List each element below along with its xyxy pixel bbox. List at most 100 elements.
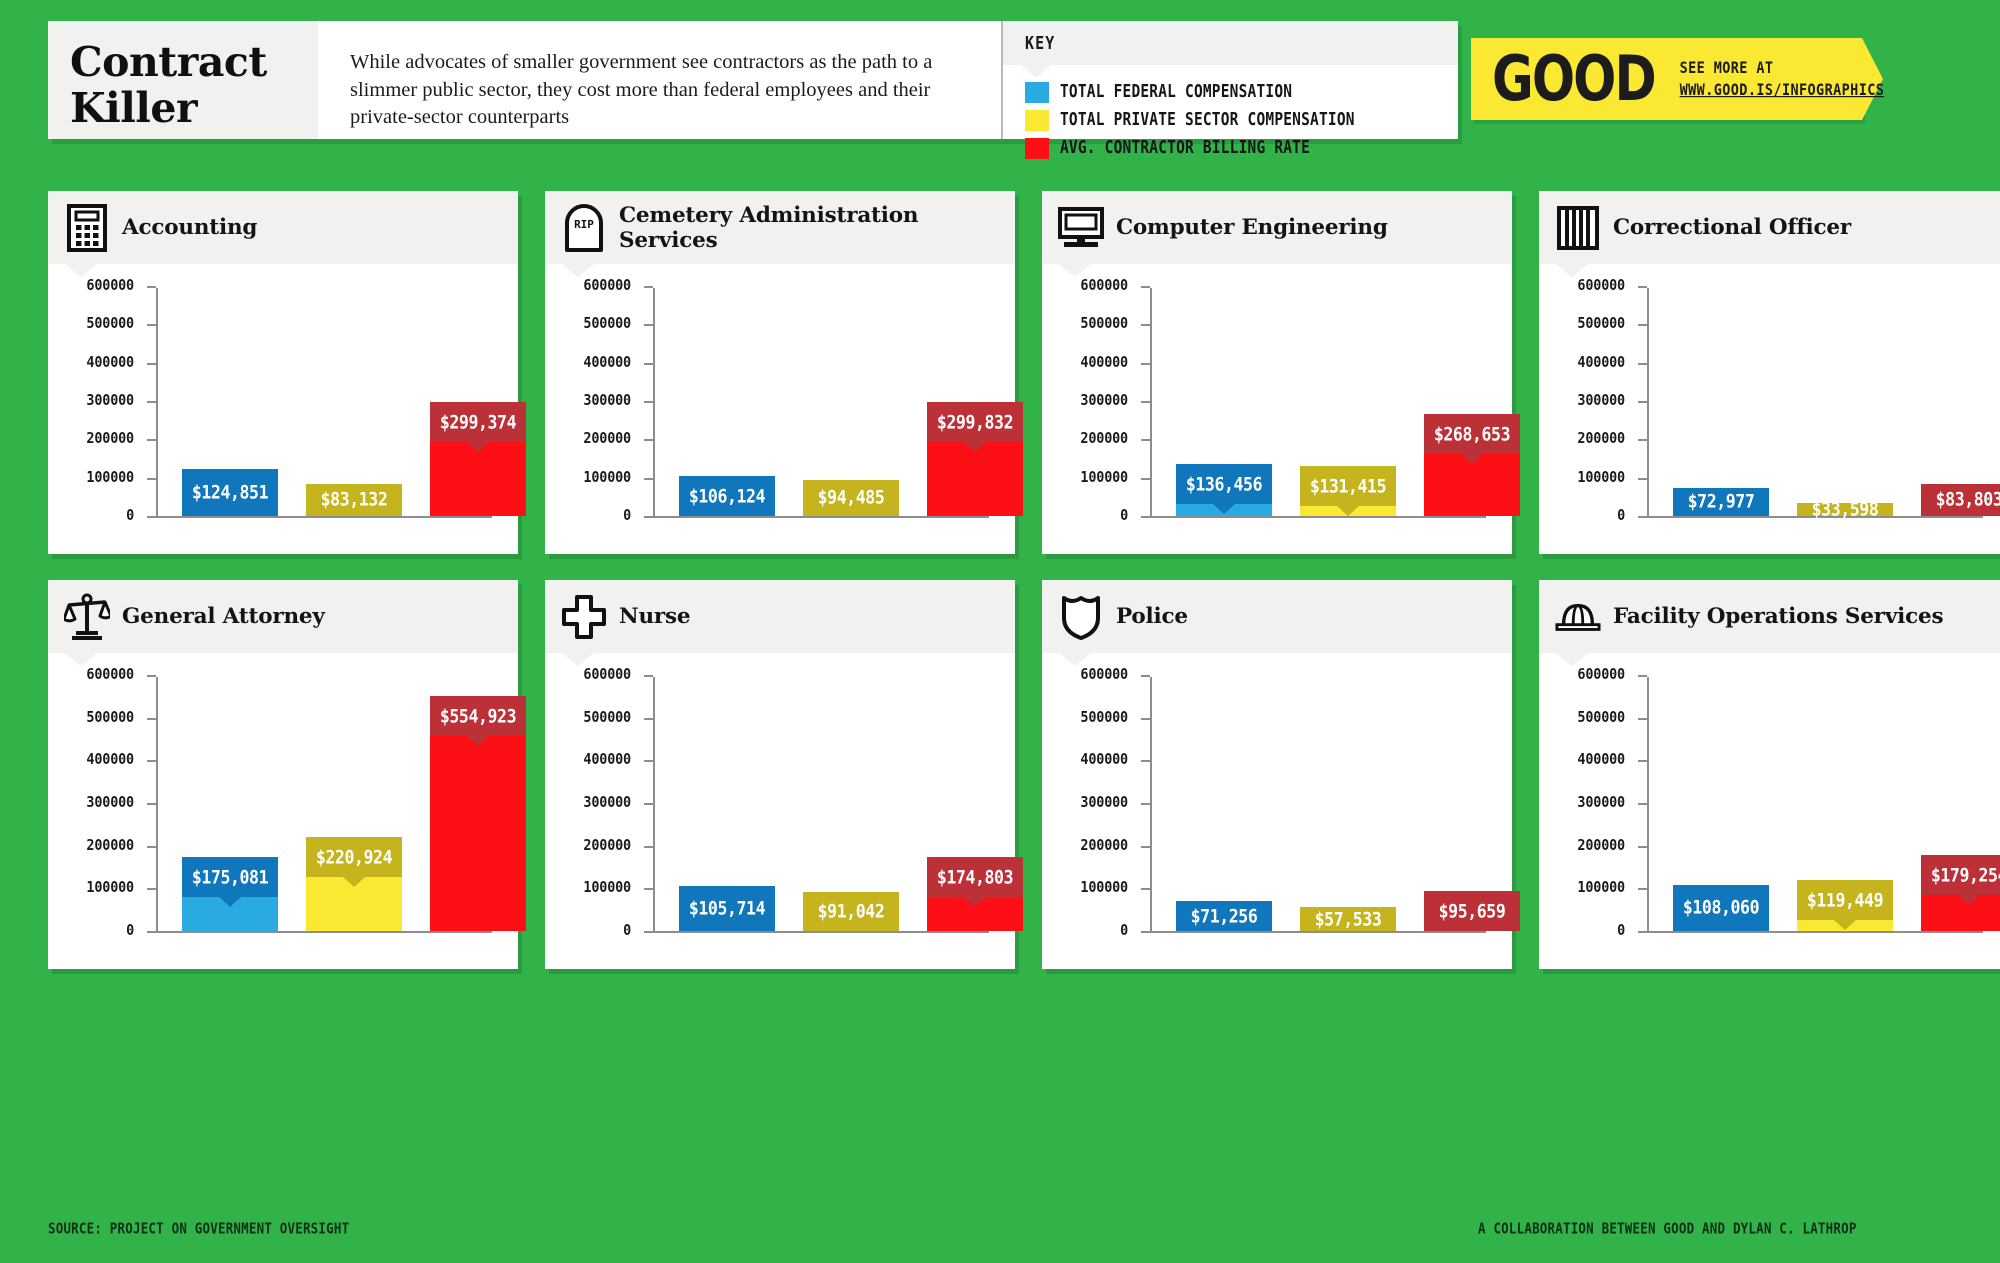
bar[interactable]: $91,042 xyxy=(803,892,899,931)
y-axis-tick-label: 100000 xyxy=(86,468,134,487)
y-axis-tick-label: 500000 xyxy=(1080,708,1128,727)
y-axis-tick-label: 200000 xyxy=(86,836,134,855)
y-axis-tick-label: 400000 xyxy=(1577,751,1625,769)
deck-block: While advocates of smaller government se… xyxy=(320,21,1003,139)
y-axis-tick: 100000 xyxy=(1577,468,1647,486)
y-axis-tick-label: 100000 xyxy=(1080,468,1128,487)
y-axis-tick-label: 400000 xyxy=(1577,353,1625,372)
y-axis-tick: 300000 xyxy=(583,392,653,410)
legend-item-contractor: AVG. CONTRACTOR BILLING RATE xyxy=(1025,134,1458,162)
bar-label-notch xyxy=(343,877,365,888)
computer-icon xyxy=(1058,204,1104,252)
legend-label-federal: TOTAL FEDERAL COMPENSATION xyxy=(1060,82,1293,102)
panel-title: Accounting xyxy=(122,215,258,240)
y-axis-tick-label: 0 xyxy=(1120,506,1128,525)
bar-slot: $108,060 xyxy=(1673,677,1769,931)
bar[interactable]: $299,374 xyxy=(430,402,526,516)
chart-panel: Police 0 100000 200000 300000 400000 500000 600… xyxy=(1042,580,1520,969)
bar[interactable]: $57,533 xyxy=(1300,906,1396,931)
y-axis-tick-label: 600000 xyxy=(1577,276,1625,295)
y-axis-tick: 100000 xyxy=(86,879,156,897)
y-axis-tick-label: 200000 xyxy=(1577,430,1625,448)
bar[interactable]: $72,977 xyxy=(1673,488,1769,516)
see-more-label: SEE MORE AT xyxy=(1679,58,1774,78)
bar-value-label: $108,060 xyxy=(1682,897,1760,919)
y-axis-tick: 300000 xyxy=(1577,794,1647,812)
bar-value-label: $179,254 xyxy=(1930,864,2000,886)
bar-label-backdrop xyxy=(927,402,1023,443)
y-axis-tick-label: 0 xyxy=(126,921,134,940)
bar-group: $71,256 $57,533 $95,659 xyxy=(1176,677,1520,931)
bar-group: $106,124 $94,485 $299,832 xyxy=(679,288,1023,516)
medical-cross-icon xyxy=(561,593,607,641)
y-axis-tick-label: 300000 xyxy=(1577,391,1625,410)
y-axis-tick: 0 xyxy=(623,922,653,940)
y-axis-tick-label: 100000 xyxy=(1577,879,1625,897)
bar[interactable]: $105,714 xyxy=(679,886,775,931)
panel-row-2: General Attorney 0 100000 200000 300000 40000… xyxy=(48,580,2000,969)
bar[interactable]: $83,803 xyxy=(1921,484,2000,516)
bar[interactable]: $136,456 xyxy=(1176,464,1272,516)
bar[interactable]: $175,081 xyxy=(182,856,278,931)
legend-swatch-private xyxy=(1025,109,1049,131)
bar-value-label: $131,415 xyxy=(1309,475,1387,497)
bar[interactable]: $131,415 xyxy=(1300,466,1396,517)
y-axis-tick-label: 0 xyxy=(1617,921,1625,940)
bar-label-notch xyxy=(1213,504,1235,515)
y-axis-tick: 400000 xyxy=(1577,353,1647,371)
bar[interactable]: $108,060 xyxy=(1673,885,1769,931)
panel-title: Police xyxy=(1116,604,1188,629)
tombstone-icon: RIP xyxy=(561,203,607,252)
y-axis-tick: 500000 xyxy=(86,315,156,333)
plot-area: 0 100000 200000 300000 400000 500000 600000 $10… xyxy=(583,666,1023,940)
bar[interactable]: $94,485 xyxy=(803,480,899,516)
y-axis-tick: 100000 xyxy=(583,468,653,486)
y-axis-tick-label: 500000 xyxy=(1080,315,1128,333)
y-axis-tick: 100000 xyxy=(86,468,156,486)
legend-swatch-contractor xyxy=(1025,137,1049,159)
y-axis-tick-label: 400000 xyxy=(1080,751,1128,769)
bar[interactable]: $95,659 xyxy=(1424,890,1520,931)
y-axis-tick-label: 400000 xyxy=(583,751,631,769)
bar-slot: $72,977 xyxy=(1673,288,1769,516)
y-axis-tick: 400000 xyxy=(1577,751,1647,769)
y-axis-tick: 100000 xyxy=(1080,879,1150,897)
bar-slot: $94,485 xyxy=(803,288,899,516)
y-axis xyxy=(1150,677,1152,933)
y-axis-tick-label: 300000 xyxy=(86,391,134,410)
bar[interactable]: $179,254 xyxy=(1921,855,2000,931)
bar[interactable]: $220,924 xyxy=(306,837,402,931)
bar[interactable]: $174,803 xyxy=(927,857,1023,931)
panel-title: Computer Engineering xyxy=(1116,215,1388,240)
y-axis-tick: 500000 xyxy=(583,315,653,333)
y-axis-tick-label: 500000 xyxy=(583,315,631,333)
panel-header: RIP Cemetery Administration Services xyxy=(545,191,1015,277)
y-axis-tick: 400000 xyxy=(1080,353,1150,371)
bar-group: $105,714 $91,042 $174,803 xyxy=(679,677,1023,931)
y-axis-tick-label: 600000 xyxy=(1080,665,1128,684)
y-axis-tick-label: 200000 xyxy=(583,430,631,448)
bar-slot: $220,924 xyxy=(306,677,402,931)
bar-slot: $106,124 xyxy=(679,288,775,516)
bar[interactable]: $33,598 xyxy=(1797,499,1893,520)
y-axis-tick-label: 300000 xyxy=(583,793,631,812)
bar[interactable]: $554,923 xyxy=(430,696,526,931)
bar-group: $175,081 $220,924 $554,923 xyxy=(182,677,526,931)
bar[interactable]: $268,653 xyxy=(1424,413,1520,516)
bar[interactable]: $124,851 xyxy=(182,468,278,516)
panel-header: Computer Engineering xyxy=(1042,191,1512,277)
y-axis-tick-label: 600000 xyxy=(86,276,134,295)
panel-header: Facility Operations Services xyxy=(1539,580,2000,666)
bar[interactable]: $119,449 xyxy=(1797,880,1893,931)
bar[interactable]: $83,132 xyxy=(306,484,402,516)
bar[interactable]: $106,124 xyxy=(679,475,775,516)
bar[interactable]: $71,256 xyxy=(1176,900,1272,931)
key-title: KEY xyxy=(1025,32,1056,54)
bar-chart: 0 100000 200000 300000 400000 500000 600000 $17… xyxy=(48,653,526,969)
bar[interactable]: $299,832 xyxy=(927,402,1023,516)
bar-label-backdrop xyxy=(1921,855,2000,896)
y-axis-tick-label: 0 xyxy=(1120,921,1128,940)
bar-slot: $119,449 xyxy=(1797,677,1893,931)
good-url-link[interactable]: WWW.GOOD.IS/INFOGRAPHICS xyxy=(1679,80,1885,100)
y-axis-tick-label: 200000 xyxy=(1080,430,1128,448)
